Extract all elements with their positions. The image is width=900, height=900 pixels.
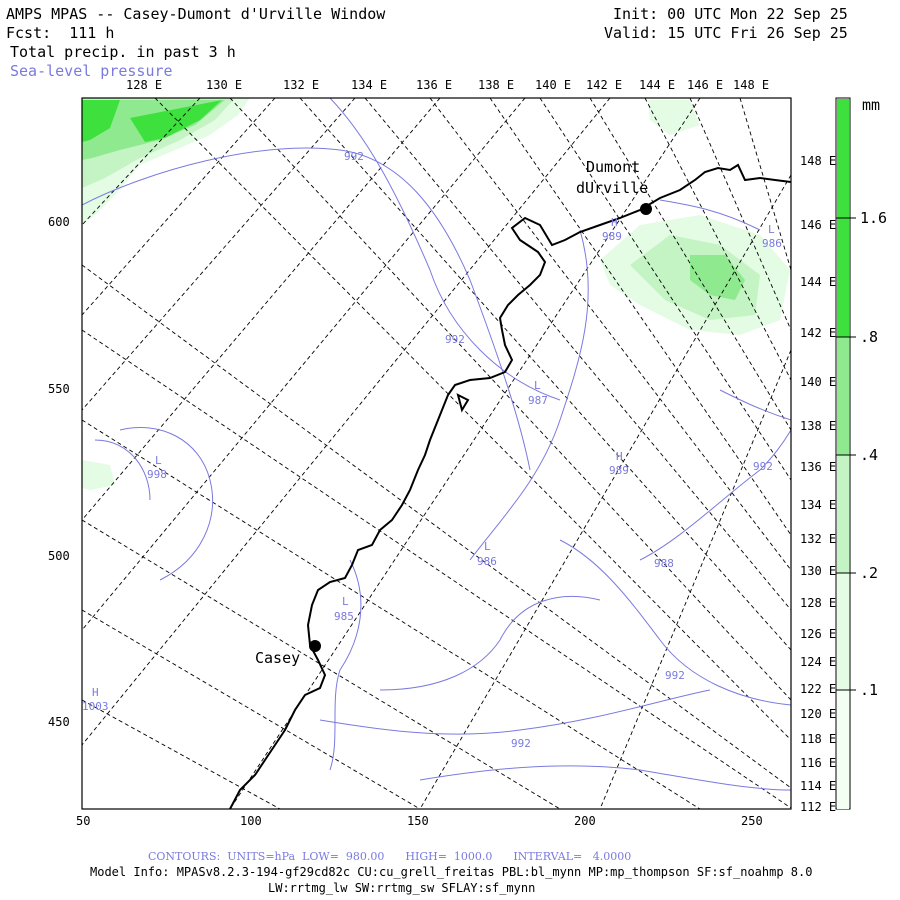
casey-label: Casey (255, 649, 301, 667)
right-lon-label: 126 E (800, 627, 837, 641)
pressure-label: 986 (477, 555, 497, 568)
field-pressure-label: Sea-level pressure (10, 62, 173, 80)
x-tick-label: 100 (240, 814, 262, 828)
pressure-label: 987 (528, 394, 548, 407)
pressure-letter: L (342, 595, 349, 608)
pressure-letter: H (611, 216, 618, 229)
right-lon-label: 134 E (800, 498, 837, 512)
pressure-label: 992 (344, 150, 364, 163)
pressure-label: 998 (147, 468, 167, 481)
map-title: AMPS MPAS -- Casey-Dumont d'Urville Wind… (6, 5, 386, 23)
top-lon-label: 128 E (126, 78, 163, 92)
right-lon-label: 148 E (800, 154, 837, 168)
pressure-label: 992 (511, 737, 531, 750)
pressure-letter: L (534, 379, 541, 392)
right-lon-label: 146 E (800, 218, 837, 232)
x-tick-label: 150 (407, 814, 429, 828)
right-lon-label: 138 E (800, 419, 837, 433)
pressure-label: 985 (334, 610, 354, 623)
x-tick-label: 50 (76, 814, 91, 828)
y-tick-label: 550 (48, 382, 70, 396)
right-lon-label: 118 E (800, 732, 837, 746)
pressure-label: 988 (654, 557, 674, 570)
pressure-label: 989 (609, 464, 629, 477)
pressure-label: 992 (445, 333, 465, 346)
dumont-label: Dumont (586, 158, 641, 176)
top-lon-label: 146 E (687, 78, 724, 92)
right-lon-label: 144 E (800, 275, 837, 289)
model-info: Model Info: MPASv8.2.3-194-gf29cd82c CU:… (90, 865, 813, 879)
pressure-label: 989 (602, 230, 622, 243)
precip-shading (82, 98, 790, 490)
pressure-contours (82, 98, 791, 791)
dumont-station-marker (640, 203, 652, 215)
field-precip-label: Total precip. in past 3 h (10, 43, 236, 61)
durville-label: dUrville (576, 179, 649, 197)
top-lon-label: 142 E (586, 78, 623, 92)
right-lon-label: 120 E (800, 707, 837, 721)
top-lon-label: 134 E (351, 78, 388, 92)
y-tick-label: 500 (48, 549, 70, 563)
valid-time: Valid: 15 UTC Fri 26 Sep 25 (604, 24, 848, 42)
colorbar-label: .1 (860, 681, 879, 699)
right-lon-label: 114 E (800, 779, 837, 793)
x-tick-label: 200 (574, 814, 596, 828)
y-tick-label: 600 (48, 215, 70, 229)
colorbar-label: 1.6 (860, 209, 888, 227)
top-lon-label: 136 E (416, 78, 453, 92)
model-info-2: LW:rrtmg_lw SW:rrtmg_sw SFLAY:sf_mynn (268, 881, 536, 895)
right-lon-label: 116 E (800, 756, 837, 770)
pressure-letter: L (484, 540, 491, 553)
top-lon-label: 144 E (639, 78, 676, 92)
top-lon-label: 140 E (535, 78, 572, 92)
pressure-letter: H (616, 450, 623, 463)
top-lon-label: 138 E (478, 78, 515, 92)
map-frame (81, 97, 792, 810)
pressure-letter: L (155, 454, 162, 467)
colorbar-label: .4 (860, 446, 879, 464)
pressure-letter: H (92, 686, 99, 699)
right-lon-label: 122 E (800, 682, 837, 696)
init-time: Init: 00 UTC Mon 22 Sep 25 (613, 5, 848, 23)
right-lon-label: 140 E (800, 375, 837, 389)
pressure-label: 992 (753, 460, 773, 473)
right-lon-label: 124 E (800, 655, 837, 669)
colorbar-label: .8 (860, 328, 879, 346)
right-lon-label: 136 E (800, 460, 837, 474)
top-lon-label: 130 E (206, 78, 243, 92)
right-lon-label: 142 E (800, 326, 837, 340)
pressure-label: 986 (762, 237, 782, 250)
right-lon-label: 132 E (800, 532, 837, 546)
colorbar-unit: mm (862, 96, 881, 114)
y-tick-label: 450 (48, 715, 70, 729)
top-lon-label: 132 E (283, 78, 320, 92)
graticule (82, 98, 791, 809)
precip-colorbar (835, 97, 856, 810)
right-lon-label: 130 E (800, 564, 837, 578)
top-lon-label: 148 E (733, 78, 770, 92)
forecast-hour: Fcst: 111 h (6, 24, 115, 42)
right-lon-label: 128 E (800, 596, 837, 610)
pressure-label: 992 (665, 669, 685, 682)
x-tick-label: 250 (741, 814, 763, 828)
pressure-letter: L (768, 223, 775, 236)
right-lon-label: 112 E (800, 800, 837, 814)
colorbar-label: .2 (860, 564, 879, 582)
casey-station-marker (309, 640, 321, 652)
pressure-label: 1003 (82, 700, 109, 713)
contours-info: CONTOURS: UNITS=hPa LOW= 980.00 HIGH= 10… (148, 850, 632, 863)
